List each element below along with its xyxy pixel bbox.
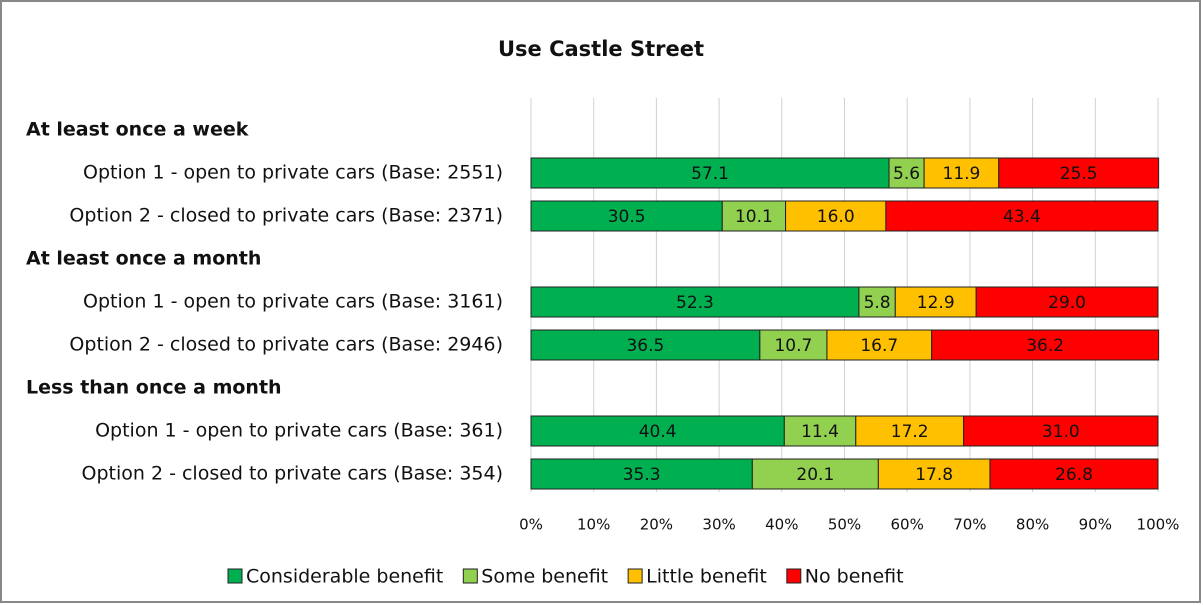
legend-swatch (786, 568, 802, 584)
data-label: 40.4 (639, 422, 677, 442)
bar-segment (989, 458, 1159, 490)
data-label: 10.1 (735, 207, 773, 227)
bar-segment (923, 157, 1000, 189)
bar-segment (530, 458, 753, 490)
y-tick-label: Option 2 - closed to private cars (Base:… (69, 205, 503, 227)
x-tick-label: 60% (891, 516, 924, 534)
x-tick-label: 70% (953, 516, 986, 534)
x-tick-label: 0% (519, 516, 543, 534)
y-tick-label: Option 1 - open to private cars (Base: 3… (83, 291, 503, 313)
legend-label: No benefit (805, 566, 904, 588)
legend-swatch (462, 568, 478, 584)
bar-segment (530, 157, 890, 189)
group-label: Less than once a month (26, 377, 282, 399)
x-tick-label: 30% (702, 516, 735, 534)
data-label: 36.5 (626, 336, 664, 356)
data-label: 11.9 (943, 164, 981, 184)
y-tick-label: Option 1 - open to private cars (Base: 2… (83, 162, 503, 184)
legend-label: Some benefit (481, 566, 608, 588)
data-label: 16.0 (817, 207, 855, 227)
data-label: 57.1 (691, 164, 729, 184)
bar-segment (877, 458, 991, 490)
y-tick-label: Option 1 - open to private cars (Base: 3… (95, 420, 503, 442)
bar-segment (975, 286, 1159, 318)
legend-label: Considerable benefit (246, 566, 443, 588)
x-tick-label: 80% (1016, 516, 1049, 534)
bar-segment (826, 329, 933, 361)
bar-segment (530, 286, 860, 318)
bar-segment (885, 200, 1159, 232)
bar-segment (894, 286, 977, 318)
data-label: 26.8 (1055, 465, 1093, 485)
bar-segment (721, 200, 787, 232)
data-label: 5.8 (864, 293, 891, 313)
data-label: 5.6 (893, 164, 920, 184)
legend-label: Little benefit (646, 566, 767, 588)
data-label: 20.1 (796, 465, 834, 485)
legend-swatch (227, 568, 243, 584)
data-label: 30.5 (608, 207, 646, 227)
group-label: At least once a week (26, 119, 249, 141)
legend-swatch (627, 568, 643, 584)
y-tick-label: Option 2 - closed to private cars (Base:… (69, 334, 503, 356)
data-label: 43.4 (1003, 207, 1041, 227)
x-tick-label: 10% (577, 516, 610, 534)
x-tick-label: 90% (1079, 516, 1112, 534)
bar-segment (858, 286, 896, 318)
data-label: 10.7 (774, 336, 812, 356)
bar-segment (530, 329, 761, 361)
bar-segment (963, 415, 1159, 447)
data-label: 25.5 (1060, 164, 1098, 184)
bar-segment (855, 415, 965, 447)
data-label: 11.4 (801, 422, 839, 442)
bar-segment (998, 157, 1160, 189)
data-label: 52.3 (676, 293, 714, 313)
bar-segment (530, 415, 785, 447)
bar-segment (751, 458, 879, 490)
x-tick-label: 20% (640, 516, 673, 534)
bar-segment (530, 200, 723, 232)
bar-segment (759, 329, 828, 361)
group-label: At least once a month (26, 248, 261, 270)
y-tick-label: Option 2 - closed to private cars (Base:… (82, 463, 503, 485)
data-label: 29.0 (1048, 293, 1086, 313)
data-label: 36.2 (1026, 336, 1064, 356)
x-tick-label: 40% (765, 516, 798, 534)
bar-segment (931, 329, 1160, 361)
data-label: 35.3 (623, 465, 661, 485)
bar-segment (783, 415, 857, 447)
x-tick-label: 50% (828, 516, 861, 534)
data-label: 12.9 (917, 293, 955, 313)
chart-title: Use Castle Street (498, 37, 704, 61)
data-label: 31.0 (1042, 422, 1080, 442)
data-label: 17.8 (915, 465, 953, 485)
data-label: 16.7 (860, 336, 898, 356)
data-label: 17.2 (891, 422, 929, 442)
x-tick-label: 100% (1137, 516, 1180, 534)
